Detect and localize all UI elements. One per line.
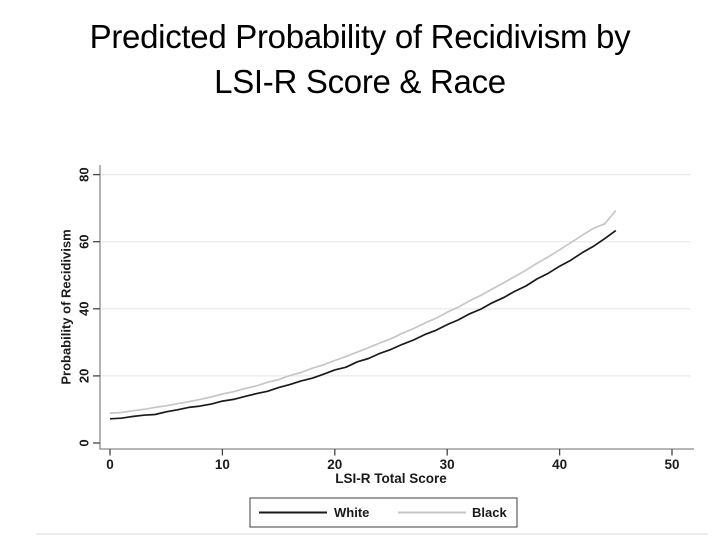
legend-label-black: Black xyxy=(472,505,507,520)
y-tick-label-80: 80 xyxy=(77,167,92,181)
y-tick-label-20: 20 xyxy=(77,369,92,383)
y-tick-label-40: 40 xyxy=(77,302,92,316)
x-tick-label-0: 0 xyxy=(106,457,114,472)
axis-lines xyxy=(99,165,694,450)
x-axis-title: LSI-R Total Score xyxy=(335,471,447,486)
bottom-divider xyxy=(36,533,708,535)
legend-label-white: White xyxy=(334,505,369,520)
series-line-black xyxy=(109,209,617,414)
x-tick-label-30: 30 xyxy=(440,457,455,472)
y-tick-label-0: 0 xyxy=(77,439,92,446)
x-tick-label-10: 10 xyxy=(215,457,230,472)
y-axis-title: Probability of Recidivism xyxy=(59,229,74,384)
x-tick-label-20: 20 xyxy=(327,457,342,472)
series-line-white xyxy=(109,229,617,420)
slide-title-line1: Predicted Probability of Recidivism by xyxy=(89,18,631,55)
x-tick-label-50: 50 xyxy=(664,457,679,472)
slide-title-line2: LSI-R Score & Race xyxy=(214,63,506,100)
slide-title: Predicted Probability of Recidivism by L… xyxy=(0,14,720,104)
y-tick-label-60: 60 xyxy=(77,234,92,248)
x-tick-label-40: 40 xyxy=(552,457,567,472)
